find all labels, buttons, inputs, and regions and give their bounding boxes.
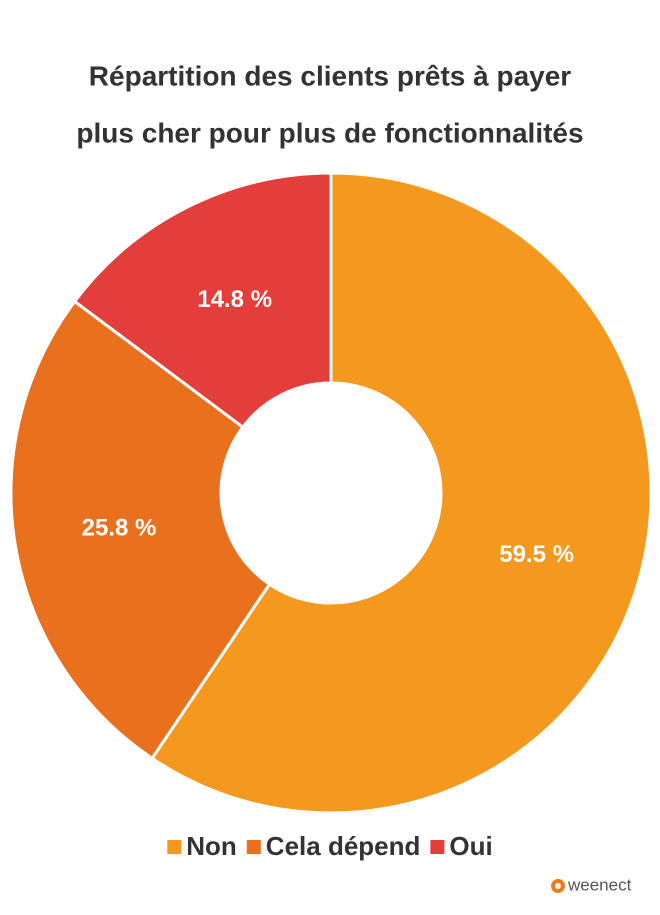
watermark: weenect — [567, 875, 632, 894]
legend-label: Non — [186, 831, 237, 861]
logo-icon — [551, 879, 565, 893]
data-label: 25.8 % — [82, 514, 157, 541]
legend: Non Cela dépend Oui — [167, 831, 493, 861]
chart-title: Répartition des clients prêts à payer — [89, 60, 571, 91]
legend-label: Cela dépend — [266, 831, 421, 861]
slice — [9, 299, 272, 761]
legend-swatch — [430, 840, 445, 854]
slice — [150, 171, 653, 815]
legend-swatch — [246, 840, 261, 854]
legend-label: Oui — [449, 831, 492, 861]
data-label: 14.8 % — [197, 286, 272, 313]
slice — [72, 171, 333, 430]
data-label: 59.5 % — [499, 541, 574, 568]
chart-title: plus cher pour plus de fonctionnalités — [76, 117, 583, 148]
legend-swatch — [167, 840, 182, 854]
